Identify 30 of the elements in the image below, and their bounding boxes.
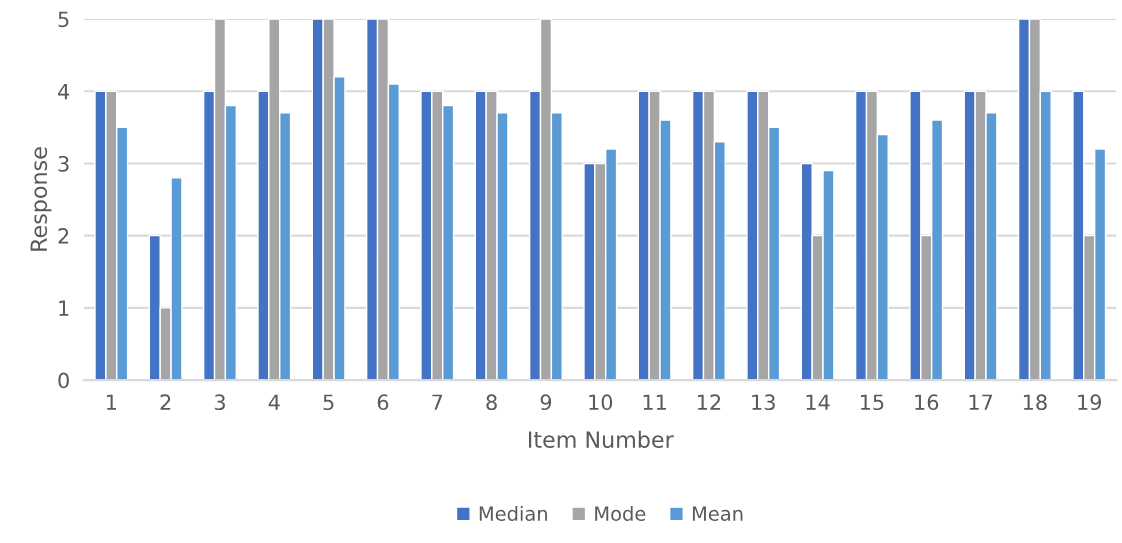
x-tick-label: 10 bbox=[589, 394, 613, 411]
legend-label: Median bbox=[479, 505, 547, 521]
y-tick-label: 4 bbox=[58, 83, 70, 100]
y-tick-label: 0 bbox=[58, 372, 69, 389]
legend-label: Mode bbox=[595, 505, 646, 521]
x-tick-label: 19 bbox=[1078, 394, 1102, 411]
x-tick-label: 13 bbox=[752, 394, 775, 411]
x-tick-label: 4 bbox=[268, 394, 280, 410]
x-tick-label: 9 bbox=[540, 394, 552, 411]
x-tick-label: 15 bbox=[860, 394, 884, 411]
y-tick-label: 5 bbox=[58, 11, 69, 28]
x-tick-label: 1 bbox=[106, 394, 117, 410]
legend-label: Mean bbox=[692, 506, 743, 521]
x-tick-label: 2 bbox=[160, 394, 171, 410]
x-tick-label: 7 bbox=[432, 394, 443, 410]
x-tick-label: 18 bbox=[1023, 394, 1047, 411]
x-axis-title: Item Number bbox=[528, 430, 674, 449]
x-tick-label: 14 bbox=[806, 394, 830, 410]
x-tick-label: 16 bbox=[915, 394, 939, 411]
x-tick-label: 8 bbox=[486, 394, 497, 411]
x-tick-label: 11 bbox=[643, 394, 666, 410]
x-tick-label: 3 bbox=[214, 394, 225, 411]
y-tick-label: 2 bbox=[58, 228, 69, 244]
x-tick-label: 17 bbox=[969, 394, 993, 410]
y-tick-label: 3 bbox=[58, 155, 69, 172]
y-axis-title: Response bbox=[30, 147, 52, 251]
x-tick-label: 12 bbox=[697, 394, 721, 410]
x-tick-label: 5 bbox=[323, 394, 334, 411]
y-tick-label: 1 bbox=[59, 300, 69, 316]
x-tick-label: 6 bbox=[377, 394, 389, 411]
